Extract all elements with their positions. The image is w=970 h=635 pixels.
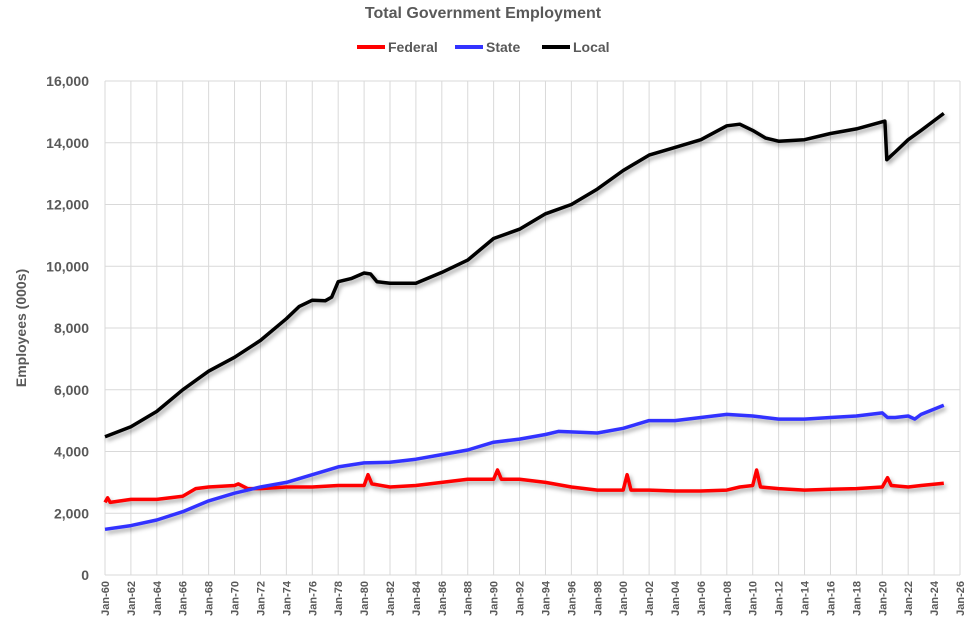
- x-tick-label: Jan-68: [204, 581, 216, 616]
- x-tick-label: Jan-60: [100, 581, 112, 616]
- x-tick-label: Jan-62: [126, 581, 138, 616]
- x-tick-label: Jan-98: [592, 581, 604, 616]
- x-axis-ticks: Jan-60 Jan-62 Jan-64 Jan-66 Jan-68 Jan-70 Jan-…: [100, 580, 967, 616]
- y-tick-label: 16,000: [46, 73, 89, 89]
- x-tick-label: Jan-82: [385, 581, 397, 616]
- x-tick-label: Jan-64: [152, 580, 164, 616]
- x-tick-label: Jan-02: [644, 581, 656, 616]
- x-tick-label: Jan-12: [774, 581, 786, 616]
- x-tick-label: Jan-74: [281, 580, 293, 616]
- x-tick-label: Jan-06: [696, 581, 708, 616]
- y-axis-label: Employees (000s): [13, 269, 29, 387]
- legend-label-federal: Federal: [388, 39, 438, 55]
- x-tick-label: Jan-22: [903, 581, 915, 616]
- series-lines: [103, 111, 945, 532]
- x-tick-label: Jan-90: [489, 581, 501, 616]
- y-tick-label: 12,000: [46, 197, 89, 213]
- x-tick-label: Jan-84: [411, 580, 423, 616]
- x-tick-label: Jan-92: [515, 581, 527, 616]
- x-tick-label: Jan-08: [722, 581, 734, 616]
- x-tick-label: Jan-78: [333, 581, 345, 616]
- x-tick-label: Jan-04: [670, 580, 682, 616]
- x-tick-label: Jan-96: [566, 581, 578, 616]
- y-axis-ticks: 0 2,000 4,000 6,000 8,000 10,000 12,000 14,000 1…: [46, 73, 89, 583]
- x-tick-label: Jan-18: [851, 581, 863, 616]
- legend-label-local: Local: [573, 39, 610, 55]
- series-line-state: [104, 403, 945, 532]
- legend-label-state: State: [486, 39, 520, 55]
- y-tick-label: 8,000: [54, 320, 89, 336]
- x-tick-label: Jan-72: [255, 581, 267, 616]
- series-line-federal: [103, 468, 944, 505]
- x-tick-label: Jan-86: [437, 581, 449, 616]
- x-tick-label: Jan-14: [800, 580, 812, 616]
- x-tick-label: Jan-10: [748, 581, 760, 616]
- y-tick-label: 0: [81, 567, 89, 583]
- x-tick-label: Jan-20: [877, 581, 889, 616]
- x-tick-label: Jan-70: [230, 581, 242, 616]
- x-tick-label: Jan-88: [463, 581, 475, 616]
- y-tick-label: 10,000: [46, 258, 89, 274]
- x-tick-label: Jan-76: [307, 581, 319, 616]
- x-tick-label: Jan-26: [955, 581, 967, 616]
- legend: Federal State Local: [357, 39, 610, 55]
- gridlines: [104, 80, 961, 576]
- x-tick-label: Jan-00: [618, 581, 630, 616]
- y-tick-label: 2,000: [54, 505, 89, 521]
- x-tick-label: Jan-66: [178, 581, 190, 616]
- x-tick-label: Jan-24: [929, 580, 941, 616]
- y-tick-label: 4,000: [54, 444, 89, 460]
- y-tick-label: 14,000: [46, 135, 89, 151]
- x-tick-label: Jan-80: [359, 581, 371, 616]
- x-tick-label: Jan-16: [825, 581, 837, 616]
- series-line-local: [104, 111, 945, 439]
- y-tick-label: 6,000: [54, 382, 89, 398]
- chart-title: Total Government Employment: [365, 5, 602, 22]
- x-tick-label: Jan-94: [540, 580, 552, 616]
